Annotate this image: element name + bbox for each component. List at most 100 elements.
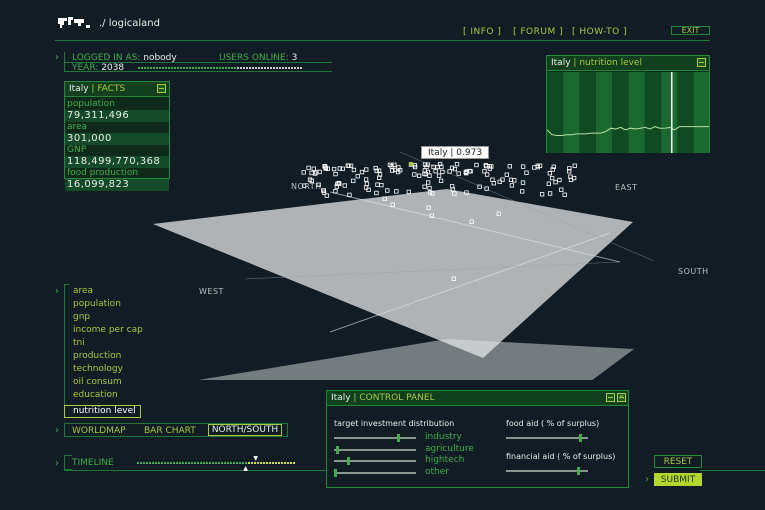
food-aid-slider[interactable]: [506, 434, 588, 442]
forum-link[interactable]: [ FORUM ]: [513, 27, 564, 37]
progress-dot: [257, 462, 259, 464]
investment-label: agriculture: [425, 443, 474, 454]
menu-item[interactable]: technology: [73, 364, 123, 374]
country-point: [355, 174, 360, 179]
year-value: 2038: [101, 63, 125, 73]
menu-item[interactable]: oil consum: [73, 377, 122, 387]
country-point: [532, 165, 537, 170]
nutrition-line: [547, 126, 709, 136]
menu-item[interactable]: education: [73, 390, 118, 400]
timeline-start-handle[interactable]: ▲: [243, 465, 249, 472]
progress-dot: [291, 67, 293, 69]
progress-dot: [155, 462, 157, 464]
country-point: [426, 205, 431, 210]
header-divider: [55, 40, 710, 41]
tab-northsouth[interactable]: NORTH/SOUTH: [208, 424, 282, 436]
menu-item[interactable]: tni: [73, 338, 85, 348]
progress-dot: [263, 462, 265, 464]
country-point: [546, 181, 551, 186]
progress-dot: [141, 67, 143, 69]
progress-dot: [275, 462, 277, 464]
progress-dot: [227, 462, 229, 464]
slider-handle[interactable]: [577, 467, 581, 475]
country-point: [508, 177, 514, 182]
country-point: [364, 167, 369, 172]
country-point: [431, 164, 436, 170]
menu-item[interactable]: area: [73, 286, 94, 296]
country-point: [301, 183, 307, 188]
info-link[interactable]: [ INFO ]: [463, 27, 502, 37]
fact-value: 79,311,496: [65, 110, 169, 122]
progress-dot: [264, 67, 266, 69]
chart-band: [628, 72, 645, 153]
progress-dot: [149, 462, 151, 464]
progress-dot: [188, 462, 190, 464]
slider-handle[interactable]: [346, 457, 350, 465]
tab-worldmap[interactable]: WORLDMAP: [72, 426, 126, 436]
howto-link[interactable]: [ HOW-TO ]: [572, 27, 628, 37]
progress-dot: [248, 462, 250, 464]
investment-slider[interactable]: [334, 445, 416, 454]
app-title: ./ logicaland: [99, 18, 160, 29]
close-icon[interactable]: ×: [617, 393, 626, 402]
progress-dot: [261, 67, 263, 69]
menu-item[interactable]: income per cap: [73, 325, 143, 335]
progress-dot: [194, 462, 196, 464]
country-point: [422, 162, 428, 167]
menu-item[interactable]: nutrition level: [64, 405, 141, 418]
menu-item[interactable]: gnp: [73, 312, 91, 322]
progress-dot: [225, 67, 227, 69]
progress-dot: [182, 462, 184, 464]
country-point: [550, 167, 555, 172]
country-point: [484, 172, 490, 177]
exit-button[interactable]: EXIT: [671, 26, 710, 35]
tab-barchart[interactable]: BAR CHART: [144, 426, 196, 436]
progress-dot: [221, 462, 223, 464]
country-point: [416, 173, 422, 178]
menu-item[interactable]: population: [73, 299, 121, 309]
country-point: [385, 188, 390, 193]
country-point: [425, 162, 431, 167]
country-point: [435, 164, 440, 170]
slider-handle[interactable]: [397, 434, 401, 442]
investment-slider[interactable]: [334, 434, 416, 442]
progress-dot: [153, 67, 155, 69]
investment-slider[interactable]: [334, 468, 416, 477]
username: nobody: [143, 53, 177, 63]
progress-dot: [137, 462, 139, 464]
slider-handle[interactable]: [335, 445, 339, 454]
reset-button[interactable]: RESET: [654, 455, 702, 468]
slider-handle[interactable]: [579, 434, 583, 442]
north-south-plot[interactable]: [0, 140, 765, 380]
slider-handle[interactable]: [334, 468, 337, 477]
country-point: [449, 165, 455, 170]
progress-dot: [284, 462, 286, 464]
minimize-icon[interactable]: [606, 393, 615, 402]
country-point: [451, 276, 456, 281]
financial-aid-slider[interactable]: [506, 467, 588, 475]
investment-slider[interactable]: [334, 457, 416, 465]
progress-dot: [233, 462, 235, 464]
nutrition-chart[interactable]: [547, 72, 709, 153]
country-point: [382, 196, 387, 201]
country-point: [376, 168, 382, 173]
fact-label: GNP: [67, 145, 87, 155]
country-point: [394, 189, 399, 194]
progress-dot: [167, 462, 169, 464]
submit-button[interactable]: SUBMIT: [654, 473, 702, 486]
menu-item[interactable]: production: [73, 351, 122, 361]
country-point: [504, 172, 509, 177]
country-point: [366, 187, 371, 192]
minimize-icon[interactable]: [157, 84, 166, 93]
country-point: [309, 170, 314, 176]
progress-dot: [249, 67, 251, 69]
progress-dot: [297, 67, 299, 69]
country-point: [500, 177, 505, 182]
timeline-end-handle[interactable]: ▼: [253, 455, 259, 462]
progress-dot: [174, 67, 176, 69]
country-point: [374, 168, 379, 174]
country-point: [321, 188, 326, 193]
minimize-icon[interactable]: [697, 58, 706, 67]
timeline-slider[interactable]: ▲ ▼: [137, 455, 297, 472]
country-point: [464, 190, 469, 195]
